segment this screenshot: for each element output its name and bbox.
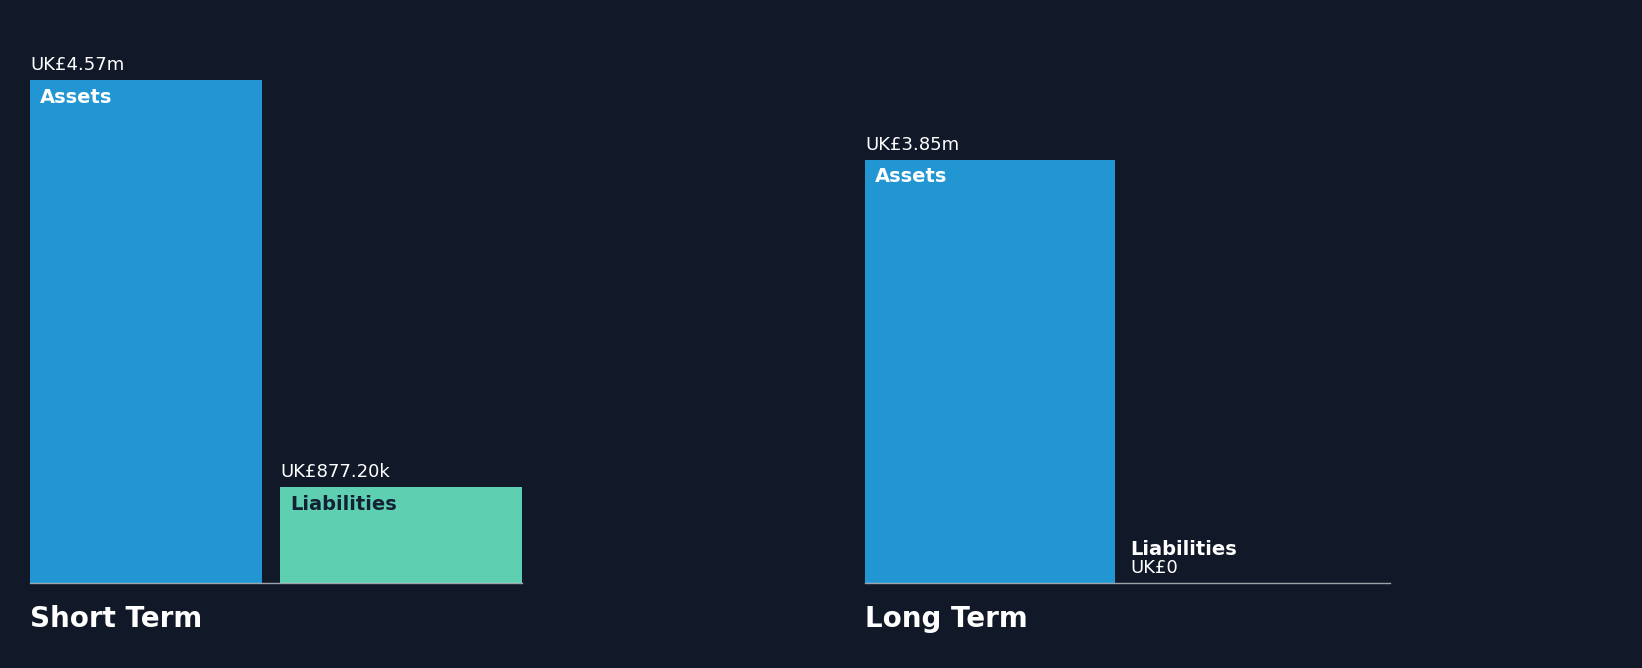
Text: Short Term: Short Term: [30, 605, 202, 633]
Text: UK£4.57m: UK£4.57m: [30, 56, 125, 74]
Text: Assets: Assets: [39, 88, 112, 108]
Text: UK£0: UK£0: [1130, 559, 1177, 577]
Text: Long Term: Long Term: [865, 605, 1028, 633]
Text: Liabilities: Liabilities: [291, 494, 397, 514]
Text: Liabilities: Liabilities: [1130, 540, 1236, 559]
Text: Assets: Assets: [875, 168, 947, 186]
Text: UK£877.20k: UK£877.20k: [281, 462, 389, 480]
Text: UK£3.85m: UK£3.85m: [865, 136, 959, 154]
